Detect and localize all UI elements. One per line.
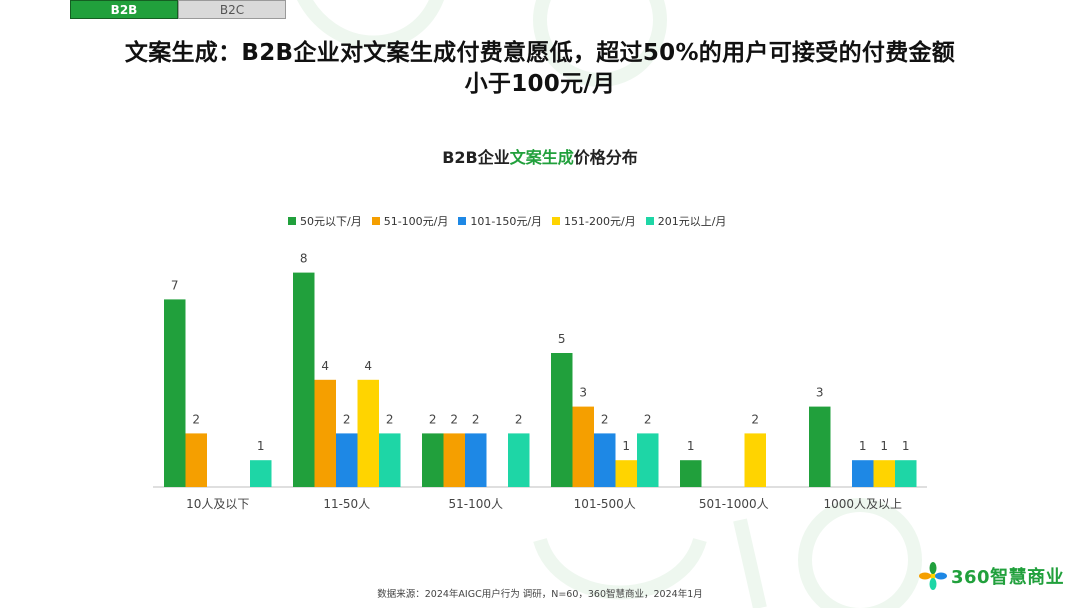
tab-b2b[interactable]: B2B	[70, 0, 178, 19]
data-label: 2	[343, 412, 351, 426]
legend-swatch	[288, 217, 296, 225]
legend-label: 51-100元/月	[383, 215, 449, 228]
legend-item: 50元以下/月	[288, 213, 362, 229]
legend-swatch	[371, 217, 380, 225]
legend-swatch	[645, 217, 654, 225]
bar	[895, 460, 917, 487]
legend-label: 50元以下/月	[300, 215, 362, 228]
x-tick-label: 101-500人	[574, 497, 636, 511]
bar	[873, 460, 895, 487]
legend-item: 51-100元/月	[371, 213, 449, 229]
bar	[594, 433, 616, 487]
legend-label: 101-150元/月	[470, 215, 543, 228]
data-label: 2	[601, 412, 609, 426]
legend-item: 151-200元/月	[552, 213, 636, 229]
bar	[508, 433, 530, 487]
logo-text: 360智慧商业	[951, 567, 1065, 588]
chart-title-part3: 价格分布	[573, 148, 638, 167]
data-label: 5	[558, 332, 566, 346]
data-label: 1	[622, 439, 630, 453]
bar	[314, 379, 336, 487]
data-label: 4	[364, 359, 372, 373]
legend-label: 201元以上/月	[657, 215, 727, 228]
legend-label: 151-200元/月	[564, 215, 636, 228]
bar	[637, 433, 659, 487]
bar	[336, 433, 358, 487]
chart-legend: 50元以下/月 51-100元/月 101-150元/月 151-200元/月 201元…	[288, 213, 736, 229]
bar	[809, 406, 831, 487]
chart-title: B2B企业文案生成价格分布	[0, 144, 1080, 168]
data-label: 2	[751, 412, 759, 426]
legend-item: 101-150元/月	[458, 213, 542, 229]
legend-item: 201元以上/月	[645, 213, 727, 229]
x-tick-label: 11-50人	[323, 497, 370, 511]
legend-swatch	[458, 217, 467, 225]
x-tick-label: 51-100人	[448, 497, 503, 511]
bar	[379, 433, 401, 487]
data-label: 7	[171, 278, 179, 292]
brand-logo: 360智慧商业	[918, 561, 1064, 591]
data-label: 8	[300, 252, 308, 266]
legend-swatch	[552, 217, 561, 225]
data-label: 2	[386, 412, 394, 426]
bar	[465, 433, 487, 487]
data-label: 2	[644, 412, 652, 426]
x-tick-label: 501-1000人	[699, 497, 769, 511]
data-label: 3	[579, 386, 587, 400]
data-label: 4	[321, 359, 329, 373]
data-label: 1	[687, 439, 695, 453]
bar	[293, 272, 315, 487]
page-title-line2: 小于100元/月	[464, 71, 616, 97]
bar	[852, 460, 874, 487]
page-title-line1: 文案生成：B2B企业对文案生成付费意愿低，超过50%的用户可接受的付费金额	[124, 40, 956, 66]
data-label: 1	[859, 439, 867, 453]
chart-title-part1: B2B企业	[442, 148, 510, 167]
x-tick-label: 1000人及以上	[823, 497, 902, 511]
bar	[164, 299, 186, 487]
data-label: 2	[472, 412, 480, 426]
bar	[744, 433, 766, 487]
data-label: 2	[192, 412, 200, 426]
bar	[185, 433, 207, 487]
data-label: 2	[450, 412, 458, 426]
bar	[551, 353, 573, 487]
chart-title-highlight: 文案生成	[509, 148, 574, 167]
data-label: 3	[816, 386, 824, 400]
bar	[357, 379, 379, 487]
bar	[250, 460, 272, 487]
data-label: 1	[257, 439, 265, 453]
data-label: 2	[515, 412, 523, 426]
tab-b2c[interactable]: B2C	[178, 0, 286, 19]
data-source-footer: 数据来源：2024年AIGC用户行为 调研，N=60，360智慧商业，2024年…	[377, 589, 703, 600]
pinwheel-logo-icon	[919, 562, 947, 590]
bar	[422, 433, 444, 487]
bar	[572, 406, 594, 487]
bar	[680, 460, 702, 487]
tab-bar: B2B B2C	[70, 0, 286, 19]
data-label: 1	[902, 439, 910, 453]
bar	[615, 460, 637, 487]
x-tick-label: 10人及以下	[186, 497, 249, 511]
data-label: 2	[429, 412, 437, 426]
bar	[443, 433, 465, 487]
data-label: 1	[880, 439, 888, 453]
